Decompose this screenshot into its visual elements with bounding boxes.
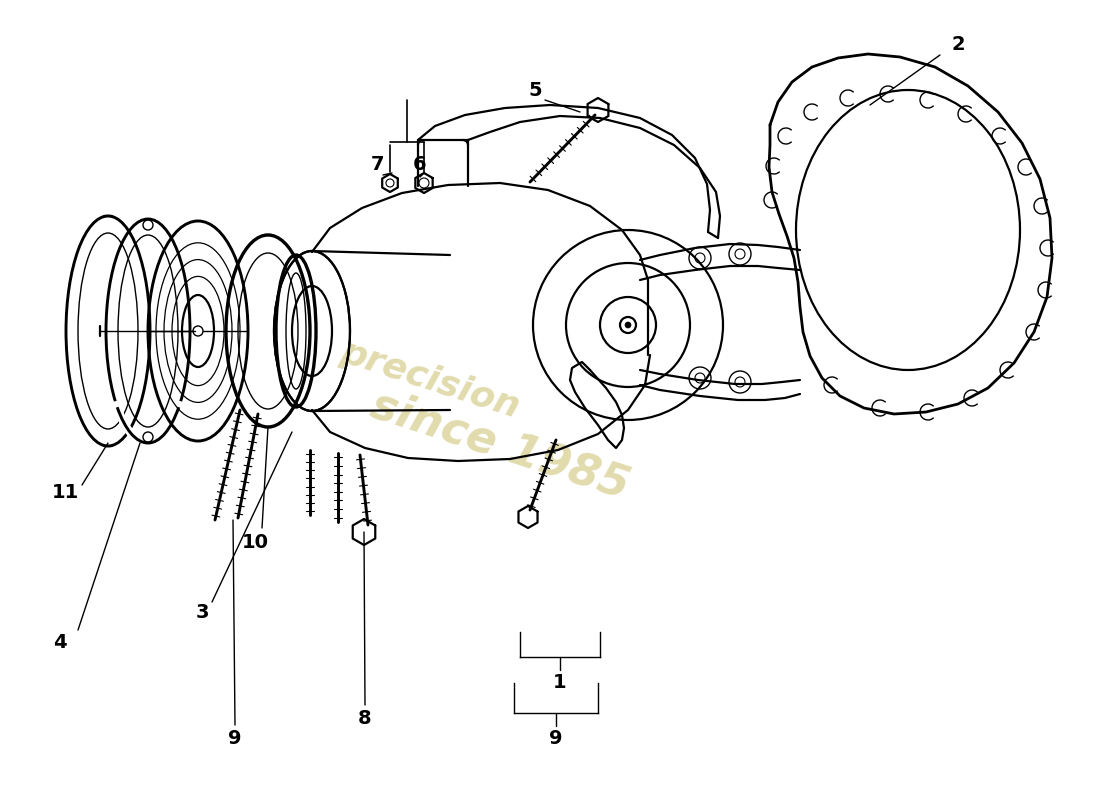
Text: 8: 8 — [359, 709, 372, 727]
Text: 9: 9 — [549, 729, 563, 747]
Text: 7: 7 — [372, 155, 385, 174]
Circle shape — [625, 322, 631, 328]
Text: 3: 3 — [196, 602, 209, 622]
Text: since 1985: since 1985 — [365, 383, 635, 507]
Text: 5: 5 — [528, 81, 542, 99]
Text: 1: 1 — [553, 673, 566, 691]
Text: 10: 10 — [242, 533, 268, 551]
Text: precision: precision — [337, 335, 524, 425]
Text: 4: 4 — [53, 633, 67, 651]
Text: 6: 6 — [414, 155, 427, 174]
Text: 9: 9 — [229, 729, 242, 747]
Text: 2: 2 — [952, 35, 965, 54]
Text: 11: 11 — [52, 482, 78, 502]
